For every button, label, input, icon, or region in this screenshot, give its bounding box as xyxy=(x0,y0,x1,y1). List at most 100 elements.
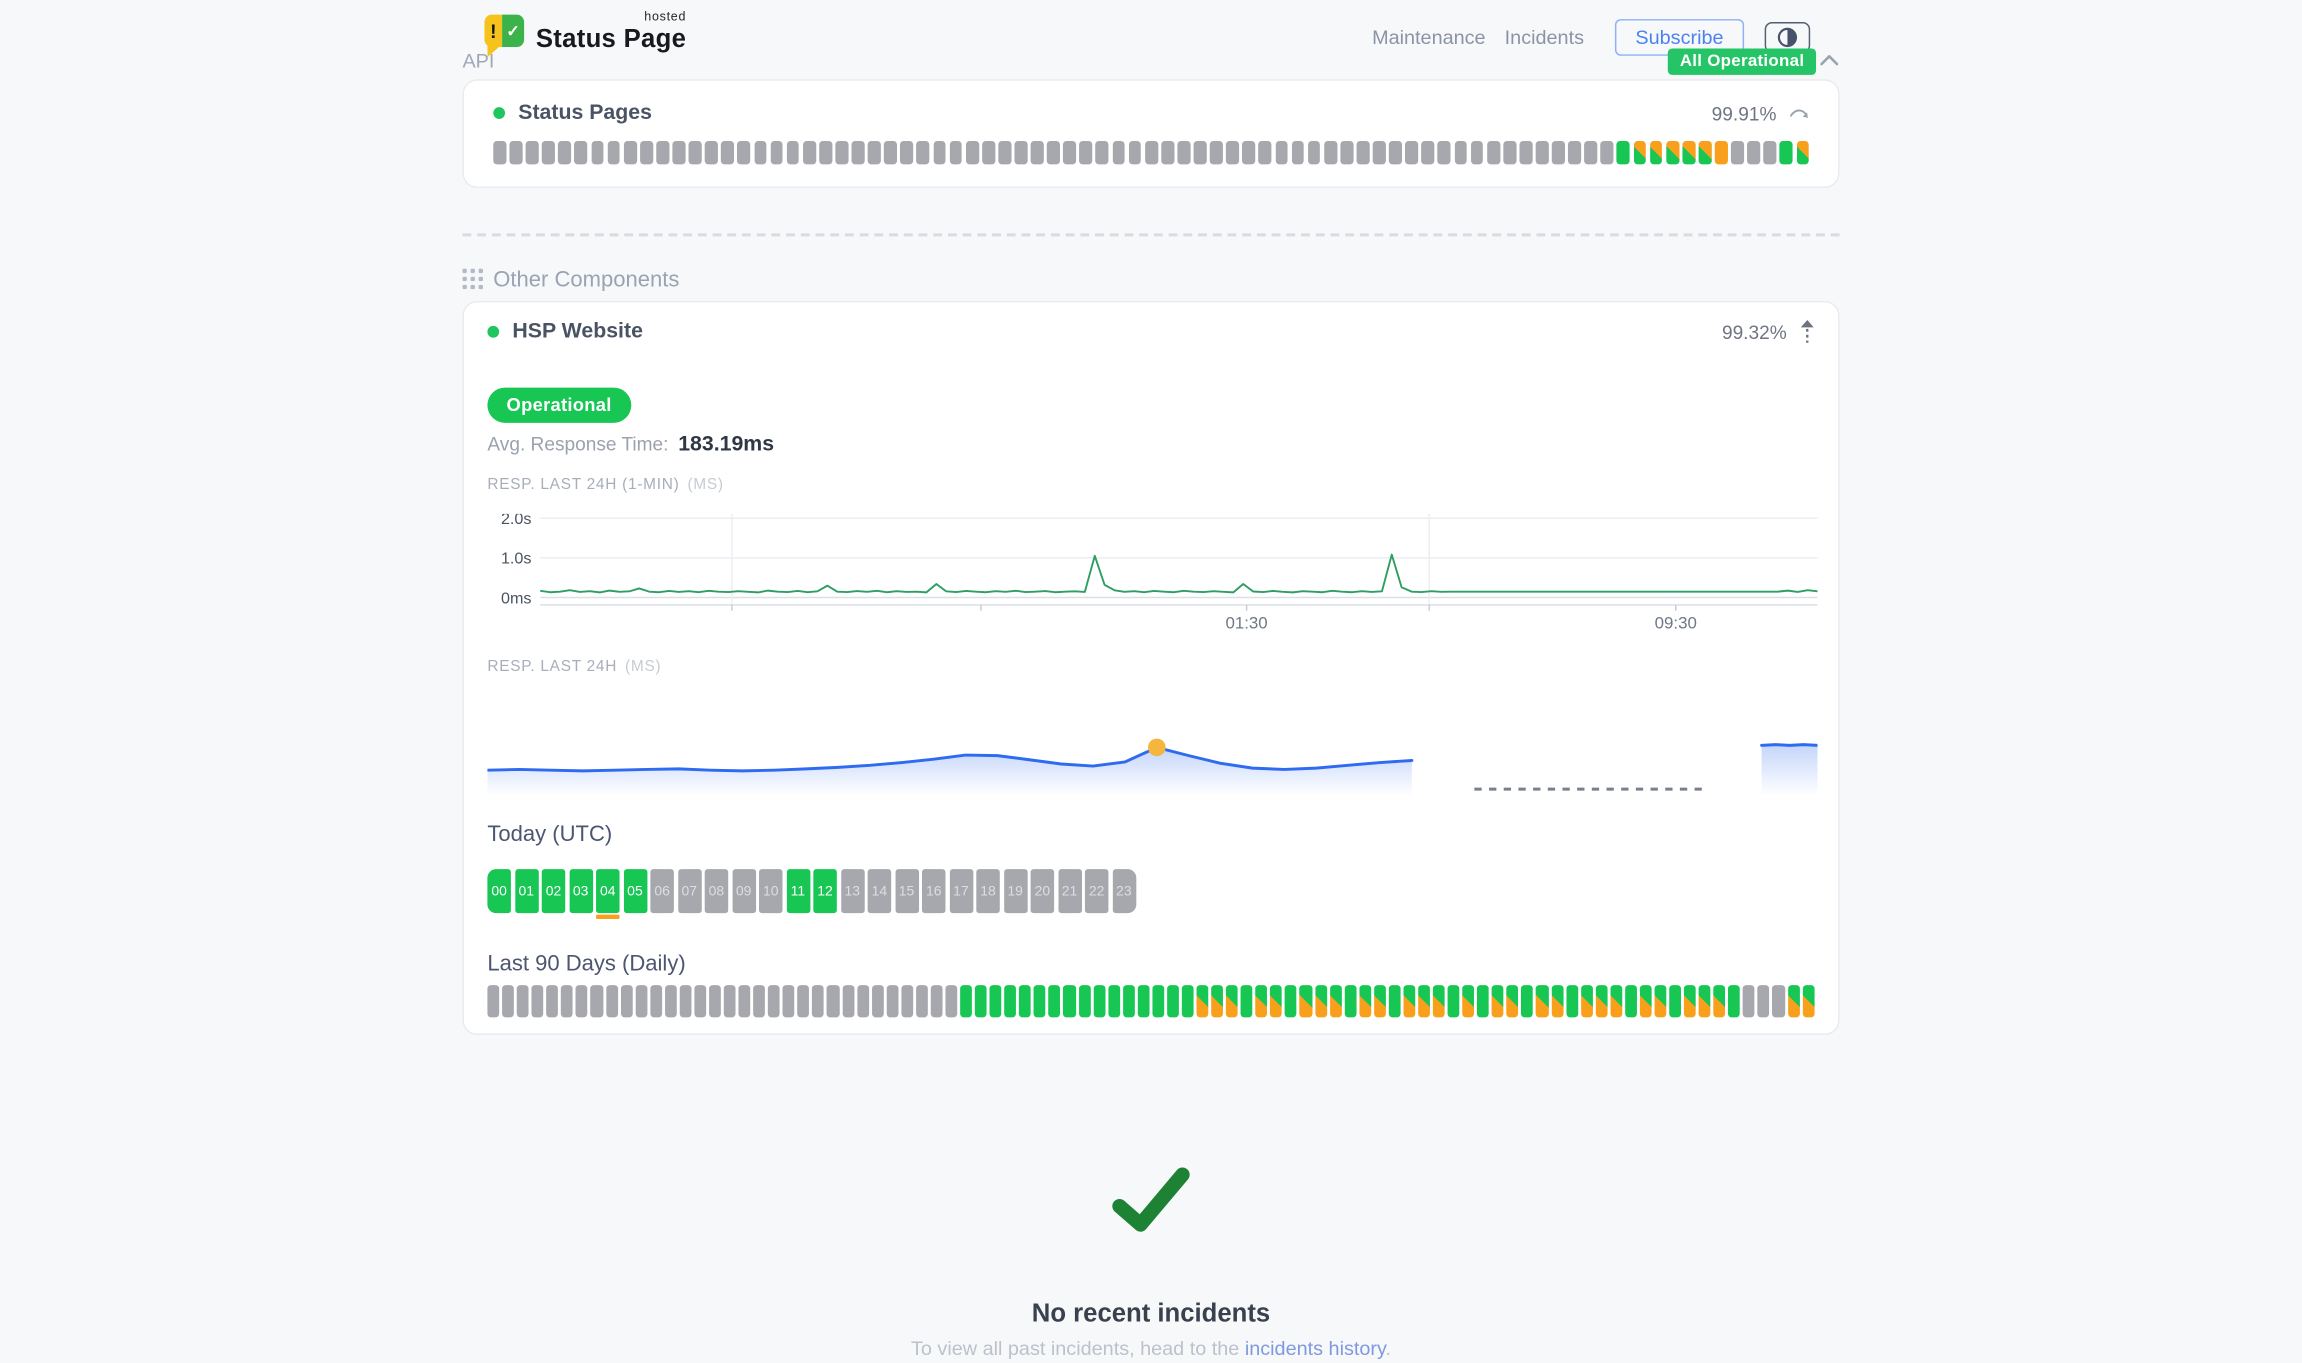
uptime-block-n[interactable] xyxy=(770,140,784,165)
uptime-block-n[interactable] xyxy=(509,140,523,165)
uptime-block-d[interactable] xyxy=(1462,985,1475,1018)
uptime-block-u[interactable] xyxy=(1565,985,1578,1018)
uptime-block-n[interactable] xyxy=(782,985,795,1018)
uptime-block-n[interactable] xyxy=(1112,140,1126,165)
uptime-block-n[interactable] xyxy=(1772,985,1785,1018)
hour-block-09[interactable]: 09 xyxy=(731,869,756,914)
uptime-block-d[interactable] xyxy=(1270,985,1283,1018)
uptime-block-d[interactable] xyxy=(1796,140,1810,165)
uptime-block-n[interactable] xyxy=(886,985,899,1018)
uptime-block-n[interactable] xyxy=(558,140,572,165)
uptime-block-u[interactable] xyxy=(1078,985,1091,1018)
uptime-block-n[interactable] xyxy=(867,140,881,165)
today-hour-bar[interactable]: 00 01 02 03 04 05 06 07 08 09 10 11 12 13 14 15 16 17 18 19… xyxy=(487,869,1814,919)
uptime-block-n[interactable] xyxy=(1731,140,1744,165)
uptime-block-n[interactable] xyxy=(487,985,500,1018)
uptime-block-n[interactable] xyxy=(709,985,721,1018)
uptime-block-d[interactable] xyxy=(1196,985,1209,1018)
uptime-block-d[interactable] xyxy=(1299,985,1312,1018)
uptime-block-n[interactable] xyxy=(607,140,621,165)
uptime-block-u[interactable] xyxy=(1019,985,1032,1018)
uptime-block-n[interactable] xyxy=(656,140,670,165)
hour-block-08[interactable]: 08 xyxy=(704,869,729,914)
uptime-block-n[interactable] xyxy=(737,140,751,165)
uptime-block-n[interactable] xyxy=(1503,140,1516,165)
brand-logo[interactable]: ! ✓ hosted Status Page xyxy=(484,9,686,58)
uptime-block-d[interactable] xyxy=(1418,985,1430,1018)
hour-block-07[interactable]: 07 xyxy=(677,869,702,914)
uptime-block-u[interactable] xyxy=(1004,985,1017,1018)
uptime-block-u[interactable] xyxy=(974,985,987,1018)
hour-block-02[interactable]: 02 xyxy=(541,869,566,914)
uptime-block-n[interactable] xyxy=(705,140,718,165)
uptime-block-n[interactable] xyxy=(639,140,653,165)
uptime-block-d[interactable] xyxy=(1506,985,1519,1018)
uptime-block-n[interactable] xyxy=(1421,140,1435,165)
uptime-block-n[interactable] xyxy=(1405,140,1419,165)
last-90-days-bar[interactable] xyxy=(487,985,1815,1018)
uptime-block-n[interactable] xyxy=(1519,140,1533,165)
hour-block-04[interactable]: 04 xyxy=(596,869,620,919)
incidents-history-link[interactable]: incidents history xyxy=(1244,1337,1386,1360)
uptime-block-d[interactable] xyxy=(1403,985,1416,1018)
uptime-block-u[interactable] xyxy=(1093,985,1105,1018)
uptime-block-d[interactable] xyxy=(1359,985,1371,1018)
uptime-block-n[interactable] xyxy=(1047,140,1060,165)
uptime-block-u[interactable] xyxy=(1034,985,1046,1018)
uptime-block-u[interactable] xyxy=(1344,985,1357,1018)
uptime-block-u[interactable] xyxy=(1624,985,1637,1018)
uptime-block-n[interactable] xyxy=(1551,140,1565,165)
uptime-block-n[interactable] xyxy=(723,985,736,1018)
uptime-block-n[interactable] xyxy=(1535,140,1549,165)
nav-incidents[interactable]: Incidents xyxy=(1504,26,1585,49)
hour-block-10[interactable]: 10 xyxy=(759,869,783,914)
uptime-block-u[interactable] xyxy=(1152,985,1165,1018)
uptime-block-n[interactable] xyxy=(1454,140,1468,165)
uptime-block-n[interactable] xyxy=(1258,140,1272,165)
hour-block-16[interactable]: 16 xyxy=(921,869,946,914)
uptime-block-n[interactable] xyxy=(1161,140,1174,165)
uptime-block-n[interactable] xyxy=(1193,140,1207,165)
uptime-block-u[interactable] xyxy=(1779,140,1793,165)
uptime-block-n[interactable] xyxy=(901,985,913,1018)
uptime-block-n[interactable] xyxy=(590,985,603,1018)
uptime-block-n[interactable] xyxy=(998,140,1012,165)
uptime-block-n[interactable] xyxy=(502,985,515,1018)
uptime-block-n[interactable] xyxy=(1014,140,1028,165)
uptime-block-n[interactable] xyxy=(1763,140,1777,165)
uptime-block-n[interactable] xyxy=(1242,140,1256,165)
hour-block-00[interactable]: 00 xyxy=(487,869,511,914)
uptime-block-u[interactable] xyxy=(1240,985,1253,1018)
uptime-block-d[interactable] xyxy=(1491,985,1504,1018)
uptime-block-n[interactable] xyxy=(493,140,507,165)
uptime-block-d[interactable] xyxy=(1314,985,1327,1018)
uptime-block-n[interactable] xyxy=(1340,140,1354,165)
hour-block-12[interactable]: 12 xyxy=(813,869,837,914)
uptime-block-u[interactable] xyxy=(1477,985,1490,1018)
uptime-block-n[interactable] xyxy=(1079,140,1093,165)
uptime-block-n[interactable] xyxy=(819,140,832,165)
response-time-line-chart[interactable]: 2.0s 1.0s 0ms 01:30 09:30 xyxy=(487,510,1818,639)
uptime-block-n[interactable] xyxy=(1307,140,1321,165)
hour-block-20[interactable]: 20 xyxy=(1030,869,1055,914)
uptime-block-d[interactable] xyxy=(1654,985,1667,1018)
hour-block-13[interactable]: 13 xyxy=(840,869,864,914)
hour-block-14[interactable]: 14 xyxy=(867,869,892,914)
uptime-block-n[interactable] xyxy=(721,140,735,165)
hour-block-22[interactable]: 22 xyxy=(1084,869,1109,914)
uptime-block-n[interactable] xyxy=(1372,140,1386,165)
uptime-block-n[interactable] xyxy=(525,140,539,165)
hour-block-15[interactable]: 15 xyxy=(894,869,919,914)
uptime-bar-api[interactable] xyxy=(493,140,1810,165)
uptime-block-n[interactable] xyxy=(812,985,825,1018)
uptime-block-d[interactable] xyxy=(1787,985,1800,1018)
uptime-block-n[interactable] xyxy=(949,140,963,165)
uptime-block-u[interactable] xyxy=(1181,985,1194,1018)
hour-block-23[interactable]: 23 xyxy=(1112,869,1136,914)
uptime-block-n[interactable] xyxy=(664,985,677,1018)
uptime-block-n[interactable] xyxy=(516,985,529,1018)
uptime-block-d[interactable] xyxy=(1211,985,1224,1018)
uptime-block-n[interactable] xyxy=(1128,140,1142,165)
refresh-icon[interactable] xyxy=(1790,104,1809,122)
uptime-block-n[interactable] xyxy=(542,140,556,165)
